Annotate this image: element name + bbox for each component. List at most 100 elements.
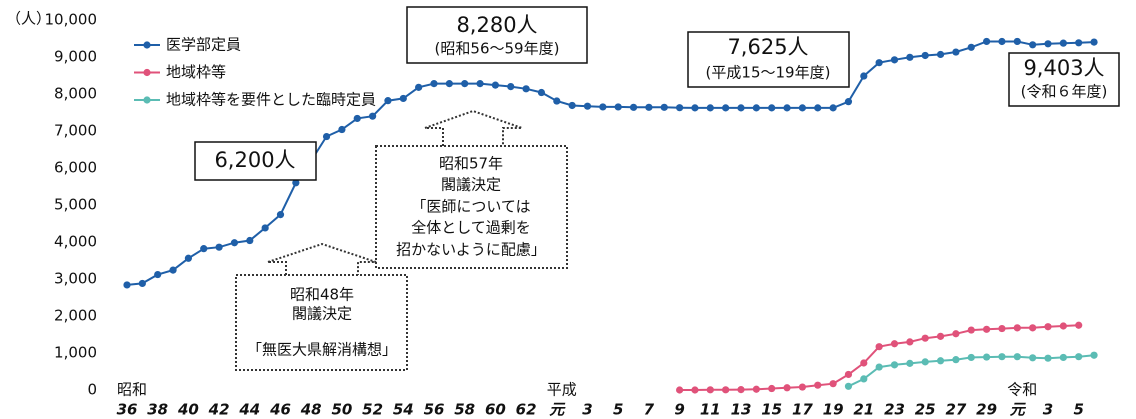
data-point (783, 104, 791, 112)
x-tick-label: 21 (853, 401, 874, 419)
data-point (998, 37, 1006, 46)
data-point (829, 104, 837, 112)
data-point (952, 356, 960, 364)
data-point (1029, 41, 1037, 49)
data-point (676, 386, 684, 394)
data-point (645, 103, 653, 111)
data-point (583, 102, 592, 110)
data-point (737, 386, 745, 394)
data-point (983, 325, 991, 333)
data-point (921, 358, 929, 366)
data-point (1013, 37, 1021, 46)
callout-text: (昭和56～59年度) (435, 40, 560, 58)
data-point (430, 80, 438, 88)
data-point (1044, 354, 1052, 362)
x-tick-label: 元 (1010, 401, 1027, 419)
data-point (445, 80, 453, 88)
data-point (415, 83, 423, 91)
x-tick-label: 29 (976, 401, 997, 419)
data-point (169, 266, 177, 274)
data-point (537, 88, 546, 97)
legend-marker (143, 96, 151, 104)
callout-box (406, 6, 588, 64)
callout-box (687, 31, 850, 88)
data-point (491, 81, 499, 89)
x-tick-label: 60 (485, 401, 506, 419)
data-point (322, 132, 331, 141)
legend-label: 地域枠等を要件とした臨時定員 (166, 91, 376, 109)
data-point (384, 97, 392, 105)
note-text: 「無医大県解消構想」 (247, 341, 397, 359)
data-point (706, 104, 714, 112)
note-text: 閣議決定 (292, 305, 352, 323)
y-tick-label: 8,000 (54, 85, 97, 103)
x-tick-label: 13 (731, 401, 752, 419)
data-point (1090, 351, 1098, 359)
callout-box (1008, 52, 1120, 107)
note-box (375, 145, 568, 269)
x-tick-label: 3 (1043, 401, 1053, 419)
data-point (906, 359, 914, 367)
y-tick-label: 5,000 (54, 196, 97, 214)
data-point (1059, 322, 1067, 330)
x-tick-label: 38 (147, 401, 168, 419)
data-point (752, 385, 760, 393)
y-tick-label: 10,000 (45, 11, 98, 29)
data-point (875, 343, 883, 351)
data-point (967, 326, 975, 334)
x-tick-label: 元 (549, 401, 566, 419)
data-point (1044, 323, 1052, 331)
y-tick-label: 7,000 (54, 122, 97, 140)
data-point (752, 104, 760, 112)
note-text: 昭和48年 (290, 286, 354, 304)
y-tick-label: 9,000 (54, 48, 97, 66)
x-tick-label: 58 (454, 401, 475, 419)
data-point (215, 243, 223, 251)
data-point (706, 386, 714, 394)
data-point (230, 239, 239, 247)
x-tick-label: 15 (761, 401, 782, 419)
data-point (1044, 40, 1052, 48)
data-point (906, 338, 914, 346)
note-text: 「医師については (411, 198, 530, 216)
data-point (1075, 321, 1083, 329)
legend-label: 医学部定員 (166, 36, 241, 54)
y-tick-label: 0 (87, 381, 97, 399)
x-tick-label: 9 (674, 401, 684, 419)
data-point (722, 104, 730, 112)
x-tick-label: 19 (823, 401, 844, 419)
data-point (814, 381, 822, 389)
data-point (998, 324, 1006, 333)
data-point (1075, 39, 1083, 47)
data-point (276, 211, 285, 219)
callout-text: 7,625人 (727, 35, 808, 59)
data-point (983, 37, 991, 46)
callout-text: 8,280人 (456, 13, 537, 37)
x-tick-label: 5 (613, 401, 623, 419)
data-point (967, 353, 975, 362)
x-tick-label: 42 (208, 401, 230, 419)
data-point (890, 340, 899, 348)
data-point (783, 384, 791, 392)
data-point (123, 281, 131, 289)
note-text: 招かないように配慮」 (396, 241, 546, 259)
data-point (1075, 353, 1083, 361)
data-point (983, 353, 991, 361)
data-point (691, 386, 699, 394)
data-point (998, 353, 1006, 361)
data-point (676, 104, 684, 112)
data-point (1090, 38, 1098, 46)
data-point (200, 245, 208, 253)
data-point (1013, 353, 1021, 361)
data-point (936, 50, 945, 59)
y-tick-label: 1,000 (54, 344, 97, 362)
y-tick-label: 3,000 (54, 270, 97, 288)
x-tick-label: 54 (393, 401, 414, 419)
data-point (921, 51, 929, 60)
data-point (860, 72, 868, 80)
data-point (1029, 354, 1037, 362)
x-tick-label: 62 (516, 401, 537, 419)
x-tick-label: 36 (117, 401, 138, 419)
data-point (553, 97, 561, 105)
